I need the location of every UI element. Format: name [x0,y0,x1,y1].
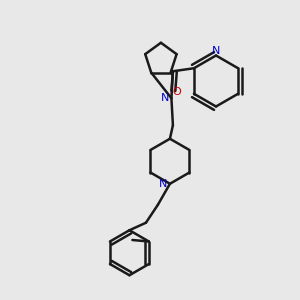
Text: N: N [212,46,220,56]
Text: O: O [172,87,181,97]
Text: N: N [160,93,169,103]
Text: N: N [159,179,167,189]
